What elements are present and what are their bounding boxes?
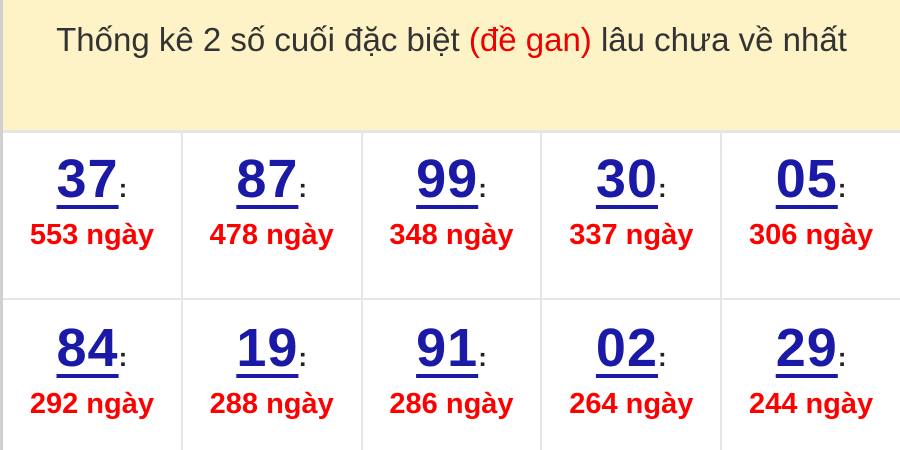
colon: : [478,173,487,203]
colon: : [298,342,308,372]
days-count: 306 ngày [749,219,874,251]
number-cell: 05: 306 ngày [722,133,900,298]
title-suffix: lâu chưa về nhất [591,21,847,58]
days-count: 337 ngày [569,219,694,251]
days-count: 348 ngày [389,219,514,251]
number-link[interactable]: 05 [775,149,838,209]
colon: : [478,342,487,372]
colon: : [298,173,308,203]
number-cell: 02: 264 ngày [542,300,721,450]
number-cell: 84: 292 ngày [3,300,181,450]
days-count: 244 ngày [749,388,874,420]
days-count: 553 ngày [29,219,154,251]
number-link[interactable]: 37 [56,149,119,209]
colon: : [837,342,847,372]
title-prefix: Thống kê 2 số cuối đặc biệt [56,21,469,58]
number-link[interactable]: 91 [416,318,479,378]
colon: : [837,173,847,203]
number-link[interactable]: 29 [775,318,838,378]
number-link[interactable]: 99 [416,149,479,209]
days-count: 286 ngày [389,388,514,420]
number-grid: 37: 553 ngày 87: 478 ngày 99: 348 ngày 30: … [3,133,900,450]
number-link[interactable]: 84 [56,318,119,378]
number-link[interactable]: 30 [595,149,658,209]
colon: : [657,342,667,372]
colon: : [657,173,667,203]
page-title: Thống kê 2 số cuối đặc biệt (đề gan) lâu… [3,0,900,130]
number-link[interactable]: 02 [595,318,658,378]
colon: : [118,173,128,203]
number-cell: 37: 553 ngày [3,133,181,298]
number-cell: 19: 288 ngày [182,300,361,450]
number-cell: 91: 286 ngày [362,300,541,450]
number-link[interactable]: 19 [236,318,299,378]
number-link[interactable]: 87 [236,149,299,209]
days-count: 288 ngày [209,388,334,420]
number-cell: 30: 337 ngày [542,133,721,298]
number-cell: 29: 244 ngày [722,300,900,450]
days-count: 292 ngày [29,388,154,420]
colon: : [118,342,128,372]
number-cell: 99: 348 ngày [362,133,541,298]
number-cell: 87: 478 ngày [182,133,361,298]
days-count: 478 ngày [209,219,334,251]
title-highlight: (đề gan) [468,21,592,58]
days-count: 264 ngày [569,388,694,420]
